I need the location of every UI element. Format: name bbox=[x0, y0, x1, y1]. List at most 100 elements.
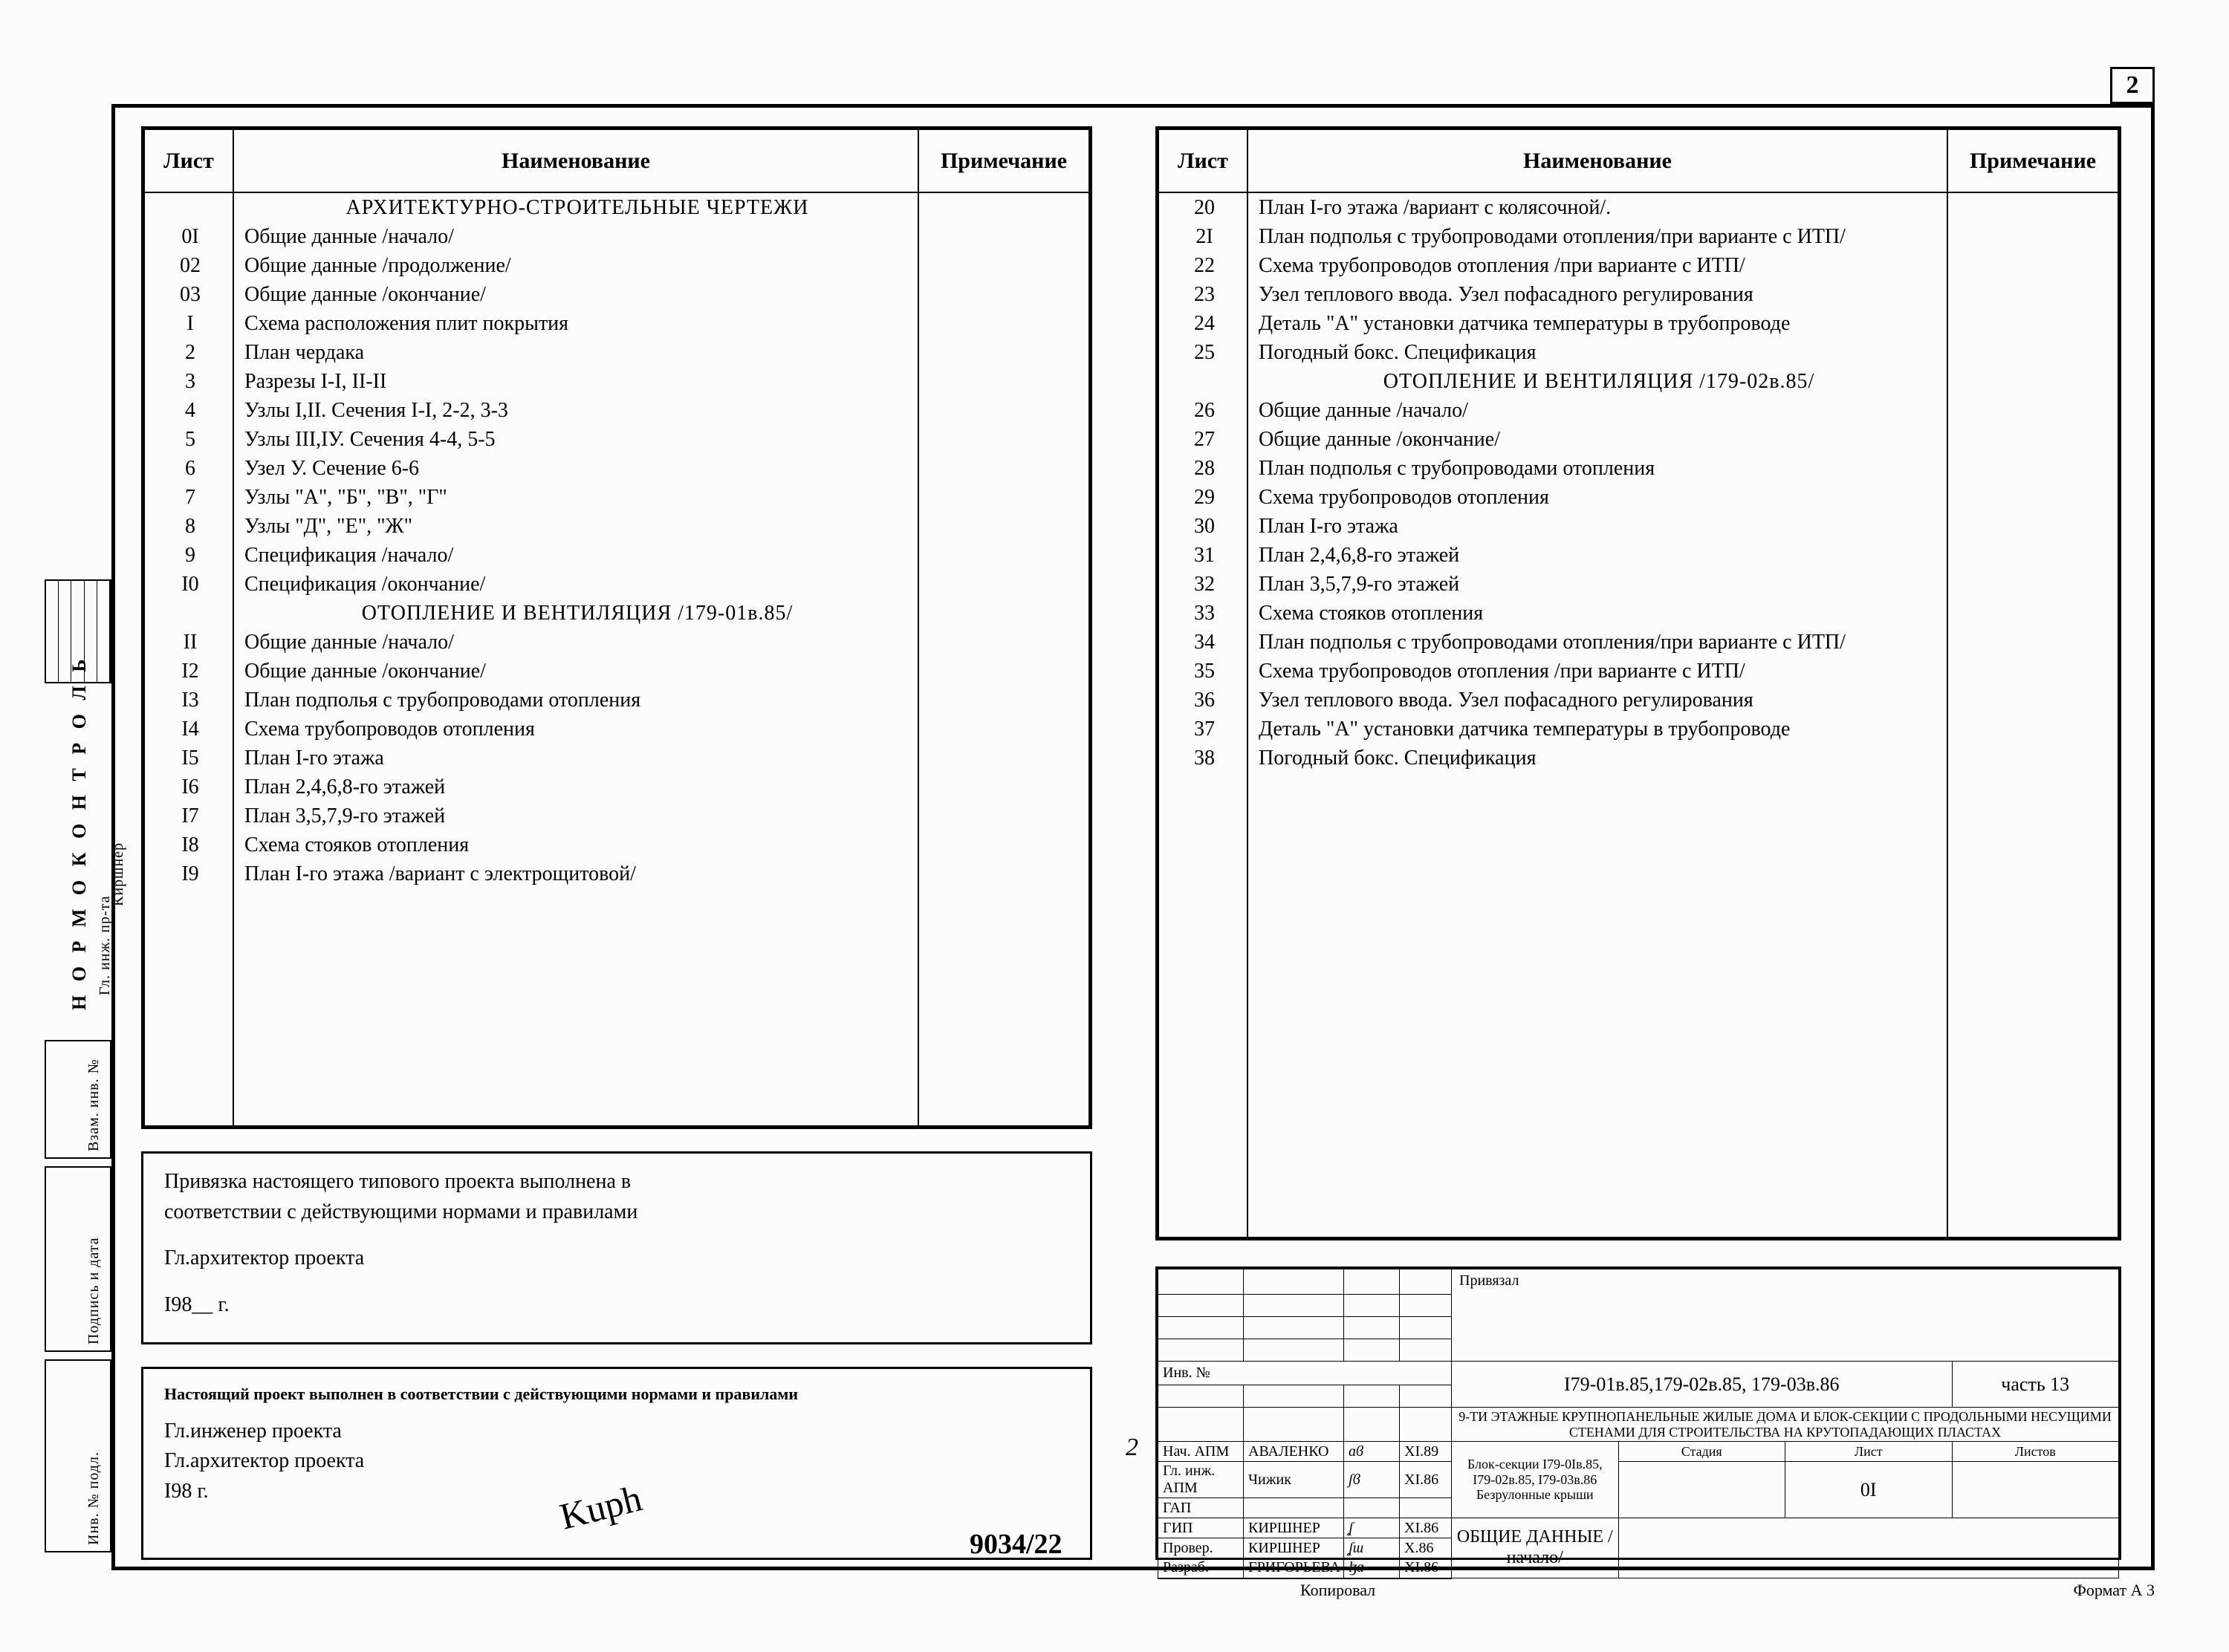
table-row: 7Узлы "А", "Б", "В", "Г" bbox=[144, 483, 1089, 512]
table-row: 2IПлан подполья с трубопроводами отоплен… bbox=[1158, 222, 2118, 251]
row-title: План I-го этажа /вариант с электрощитово… bbox=[233, 859, 918, 888]
table-row: 9Спецификация /начало/ bbox=[144, 541, 1089, 570]
row-sheet-num: I2 bbox=[144, 657, 233, 686]
row-title: Общие данные /окончание/ bbox=[1247, 425, 1947, 454]
row-sheet-num: 38 bbox=[1158, 744, 1247, 773]
stamp-col-sheet: Лист bbox=[1785, 1442, 1953, 1462]
row-note bbox=[1947, 483, 2118, 512]
row-note bbox=[918, 686, 1089, 715]
stamp-date bbox=[1400, 1498, 1452, 1518]
table-row: I5План I-го этажа bbox=[144, 744, 1089, 773]
row-note bbox=[918, 251, 1089, 280]
stamp-role: Провер. bbox=[1158, 1538, 1244, 1558]
table-row: 31План 2,4,6,8-го этажей bbox=[1158, 541, 2118, 570]
row-sheet-num: 8 bbox=[144, 512, 233, 541]
row-sheet-num bbox=[1158, 367, 1247, 396]
row-sheet-num bbox=[144, 192, 233, 222]
table-row: 32План 3,5,7,9-го этажей bbox=[1158, 570, 2118, 599]
note-line: Настоящий проект выполнен в соответствии… bbox=[164, 1382, 1069, 1406]
row-sheet-num: 2 bbox=[144, 338, 233, 367]
table-row: 28План подполья с трубопроводами отоплен… bbox=[1158, 454, 2118, 483]
table-row: I8Схема стояков отопления bbox=[144, 830, 1089, 859]
binding-strip: Н О Р М О К О Н Т Р О Л Ь Гл. инж. пр-та… bbox=[45, 104, 111, 1570]
row-title: Деталь "А" установки датчика температуры… bbox=[1247, 715, 1947, 744]
sheet-footer: Копировал Формат А 3 bbox=[111, 1581, 2155, 1600]
table-row: I9План I-го этажа /вариант с электрощито… bbox=[144, 859, 1089, 888]
table-row: 6Узел У. Сечение 6-6 bbox=[144, 454, 1089, 483]
col-header-note: Примечание bbox=[1947, 129, 2118, 192]
row-title: План чердака bbox=[233, 338, 918, 367]
row-note bbox=[1947, 686, 2118, 715]
row-sheet-num: 35 bbox=[1158, 657, 1247, 686]
table-row: 27Общие данные /окончание/ bbox=[1158, 425, 2118, 454]
left-rows: АРХИТЕКТУРНО-СТРОИТЕЛЬНЫЕ ЧЕРТЕЖИ0IОбщие… bbox=[144, 192, 1089, 1126]
table-row: 5Узлы III,IУ. Сечения 4-4, 5-5 bbox=[144, 425, 1089, 454]
row-note bbox=[1947, 744, 2118, 773]
stamp-date: XI.86 bbox=[1400, 1558, 1452, 1578]
stamp-part: часть 13 bbox=[1952, 1362, 2119, 1408]
row-sheet-num: 25 bbox=[1158, 338, 1247, 367]
row-sheet-num: 03 bbox=[144, 280, 233, 309]
row-title: Узел теплового ввода. Узел пофасадного р… bbox=[1247, 280, 1947, 309]
stamp-sig: ɮɑ bbox=[1344, 1558, 1400, 1578]
handwritten-2: 2 bbox=[1126, 1434, 1138, 1462]
row-title: План 3,5,7,9-го этажей bbox=[1247, 570, 1947, 599]
row-title: Схема расположения плит покрытия bbox=[233, 309, 918, 338]
col-header-name: Наименование bbox=[233, 129, 918, 192]
stamp-name bbox=[1244, 1498, 1344, 1518]
row-sheet-num: 30 bbox=[1158, 512, 1247, 541]
row-title: Схема трубопроводов отопления bbox=[1247, 483, 1947, 512]
table-row: 37Деталь "А" установки датчика температу… bbox=[1158, 715, 2118, 744]
row-title: План подполья с трубопроводами отопления bbox=[1247, 454, 1947, 483]
drawing-sheet: 2 Лист Наименование Примечание АРХИТЕКТУ… bbox=[0, 0, 2229, 1652]
stamp-priv: Привязал bbox=[1452, 1269, 2119, 1362]
row-title: Общие данные /начало/ bbox=[233, 222, 918, 251]
row-note bbox=[918, 657, 1089, 686]
stamp-code: I79-01в.85,179-02в.85, 179-03в.86 bbox=[1452, 1362, 1953, 1408]
row-title: Узлы I,II. Сечения I-I, 2-2, 3-3 bbox=[233, 396, 918, 425]
table-row: 24Деталь "А" установки датчика температу… bbox=[1158, 309, 2118, 338]
row-sheet-num: I9 bbox=[144, 859, 233, 888]
col-header-note: Примечание bbox=[918, 129, 1089, 192]
table-row: 23Узел теплового ввода. Узел пофасадного… bbox=[1158, 280, 2118, 309]
stamp-date: XI.89 bbox=[1400, 1442, 1452, 1462]
row-title: Схема трубопроводов отопления /при вариа… bbox=[1247, 657, 1947, 686]
row-sheet-num: I0 bbox=[144, 570, 233, 599]
stamp-role: Нач. АПМ bbox=[1158, 1442, 1244, 1462]
row-title: Общие данные /продолжение/ bbox=[233, 251, 918, 280]
col-header-list: Лист bbox=[144, 129, 233, 192]
row-sheet-num: 33 bbox=[1158, 599, 1247, 628]
row-title: Узлы "Д", "Е", "Ж" bbox=[233, 512, 918, 541]
table-row: I3План подполья с трубопроводами отоплен… bbox=[144, 686, 1089, 715]
row-sheet-num: 9 bbox=[144, 541, 233, 570]
stamp-sheet-no: 0I bbox=[1785, 1462, 1953, 1518]
row-note bbox=[1947, 251, 2118, 280]
row-sheet-num: 23 bbox=[1158, 280, 1247, 309]
row-note bbox=[918, 309, 1089, 338]
binding-label: Инв. № подл. bbox=[85, 1451, 103, 1545]
page-number-corner: 2 bbox=[2110, 67, 2155, 104]
row-title: План I-го этажа bbox=[233, 744, 918, 773]
row-note bbox=[918, 192, 1089, 222]
row-sheet-num bbox=[144, 599, 233, 628]
row-note bbox=[918, 801, 1089, 830]
row-note bbox=[1947, 192, 2118, 222]
document-number: 9034/22 bbox=[970, 1528, 1062, 1561]
table-row: I6План 2,4,6,8-го этажей bbox=[144, 773, 1089, 801]
row-title: Общие данные /окончание/ bbox=[233, 657, 918, 686]
stamp-role: ГАП bbox=[1158, 1498, 1244, 1518]
row-note bbox=[918, 396, 1089, 425]
row-title: Общие данные /начало/ bbox=[1247, 396, 1947, 425]
table-row: 3Разрезы I-I, II-II bbox=[144, 367, 1089, 396]
row-title: АРХИТЕКТУРНО-СТРОИТЕЛЬНЫЕ ЧЕРТЕЖИ bbox=[233, 192, 918, 222]
stamp-sig: ʆ bbox=[1344, 1518, 1400, 1538]
row-sheet-num: II bbox=[144, 628, 233, 657]
table-row: 35Схема трубопроводов отопления /при вар… bbox=[1158, 657, 2118, 686]
row-title: План подполья с трубопроводами отопления… bbox=[1247, 628, 1947, 657]
row-note bbox=[918, 425, 1089, 454]
row-sheet-num: I3 bbox=[144, 686, 233, 715]
row-note bbox=[918, 280, 1089, 309]
row-sheet-num: 32 bbox=[1158, 570, 1247, 599]
stamp-name: КИРШНЕР bbox=[1244, 1518, 1344, 1538]
binding-label: Подпись и дата bbox=[85, 1237, 103, 1344]
